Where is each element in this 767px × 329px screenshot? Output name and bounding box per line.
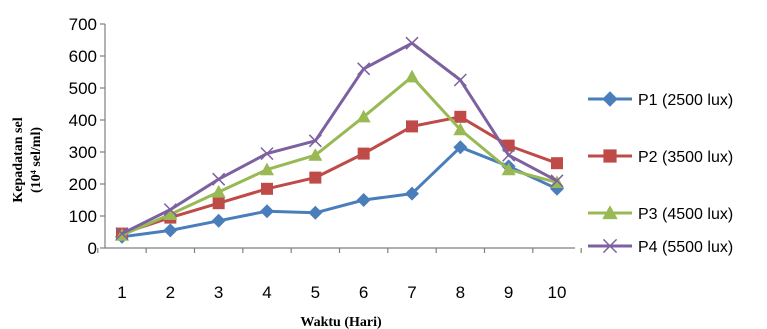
series-1-point [211,213,226,228]
y-tick-label: 300 [69,143,97,162]
x-tick-label: 9 [504,283,513,302]
x-tick-label: 2 [166,283,175,302]
x-axis-title: Waktu (Hari) [300,315,382,329]
series-2-point [261,182,273,195]
legend-label: P4 (5500 lux) [638,239,733,256]
x-marker-stroke [550,174,564,188]
legend-item-2: P2 (3500 lux) [588,149,733,166]
legend-item-3: P3 (4500 lux) [588,205,733,223]
series-2-line [121,115,558,236]
x-marker-stroke [212,172,226,186]
legend-label: P1 (2500 lux) [638,92,733,109]
x-tick-label: 4 [262,283,271,302]
series-4-line [121,41,558,235]
series-3-line [121,75,558,237]
series-1-point [260,204,274,219]
series-4-point [308,134,322,148]
series-2-point [454,110,467,123]
x-tick-label: 3 [214,283,223,302]
legend-marker [603,149,617,163]
series-3-point [260,162,274,176]
series-4-point [502,148,516,162]
series-2-point [357,147,370,160]
series-4-point [550,174,564,188]
x-tick-label: 6 [359,283,368,302]
series-3-point [163,207,178,220]
series-3-point [501,162,516,176]
x-tick-label: 7 [407,283,416,302]
series-3-point [211,185,226,198]
series-1 [115,140,564,244]
legend-marker [602,205,618,220]
x-marker-stroke [115,227,129,241]
series-4-point [260,147,274,161]
x-marker-stroke [502,148,516,162]
legend-marker [602,91,618,107]
x-marker-stroke [308,134,322,148]
x-tick-label: 1 [117,283,126,302]
series-4-point [115,227,129,241]
legend-item-1: P1 (2500 lux) [588,91,733,109]
x-marker-stroke [163,203,177,217]
series-3-point [453,122,468,136]
x-marker-stroke [357,62,371,76]
x-marker-stroke [602,238,618,254]
x-marker-stroke [453,73,467,87]
x-marker-stroke [260,147,274,161]
series-2-point [212,197,225,210]
legend-label: P3 (4500 lux) [638,206,733,223]
x-marker-stroke [405,36,419,50]
x-tick-label: 5 [311,283,320,302]
series-layer [115,36,564,244]
y-axis-ticks: 0 100 200 300 400 500 600 700 [69,15,105,258]
series-4-point [163,203,177,217]
y-tick-label: 0 [88,239,97,258]
series-3-point [308,148,323,161]
series-4-point [453,73,467,87]
series-1-point [453,140,468,155]
series-1-point [356,193,371,207]
series-4-point [405,36,419,50]
series-2-point [502,139,515,152]
series-1-line [121,145,558,239]
series-2-point [309,171,322,184]
series-1-point [163,223,178,238]
y-axis-title-line2: (10⁴ sel/ml) [29,127,44,193]
legend-label: P2 (3500 lux) [638,149,733,166]
series-2-point [551,157,563,170]
y-tick-label: 100 [69,207,97,226]
y-axis-title-line1: Kepadatan sel [11,117,26,202]
series-3-point [405,69,419,83]
series-2 [116,110,563,240]
series-1-point [308,205,323,220]
series-3-point [356,109,371,123]
y-tick-label: 700 [69,15,97,34]
series-4 [115,36,564,241]
series-3 [115,69,564,241]
x-axis-ticks: 1 2 3 4 5 6 7 8 9 10 [97,248,582,302]
y-tick-label: 200 [69,175,97,194]
series-1-point [405,186,419,201]
legend: P1 (2500 lux) P2 (3500 lux) P3 (4500 lux) P… [588,91,733,256]
legend-marker [602,238,618,254]
y-tick-label: 500 [69,79,97,98]
series-2-point [406,120,418,133]
y-tick-label: 400 [69,111,97,130]
x-tick-label: 8 [456,283,465,302]
series-4-point [212,172,226,186]
legend-item-4: P4 (5500 lux) [588,238,733,256]
y-tick-label: 600 [69,47,97,66]
series-4-point [357,62,371,76]
x-tick-label: 10 [548,283,567,302]
